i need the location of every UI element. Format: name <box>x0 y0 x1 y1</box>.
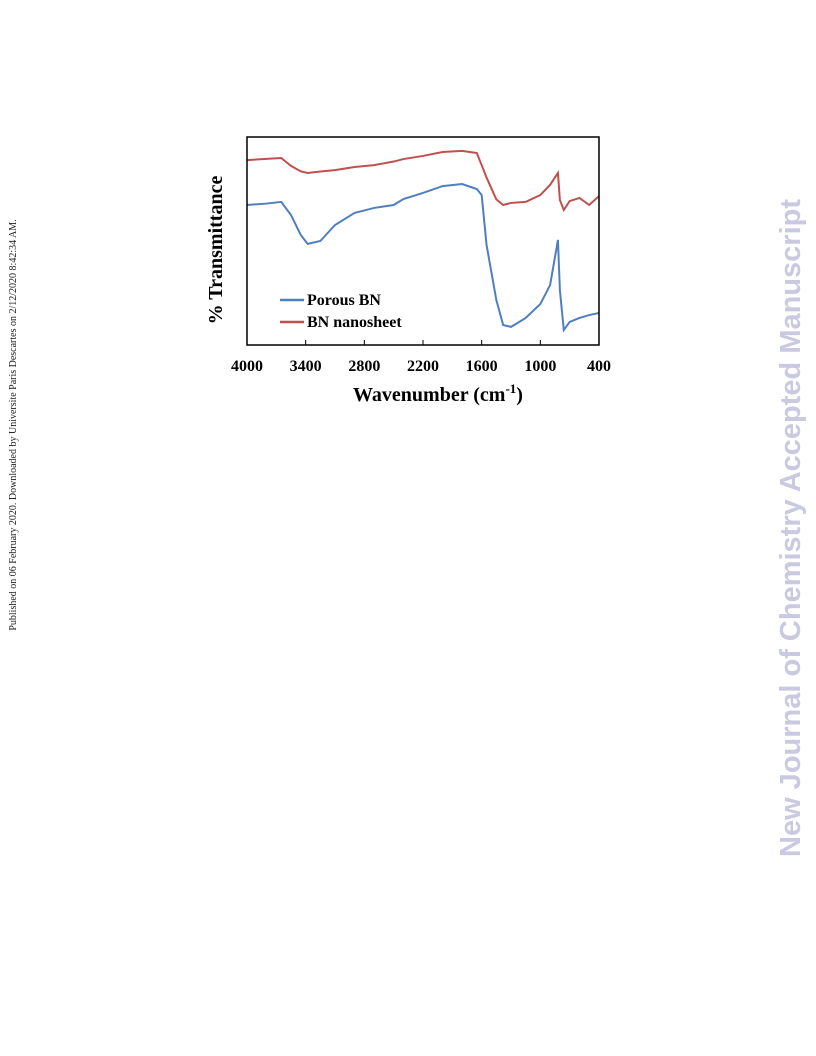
x-label-sup: -1 <box>505 381 516 396</box>
legend-label: BN nanosheet <box>307 314 402 331</box>
x-label-text: Wavenumber (cm <box>353 384 506 406</box>
legend-label: Porous BN <box>307 292 381 309</box>
series-line <box>246 182 600 333</box>
x-axis-label: Wavenumber (cm-1) <box>353 381 523 406</box>
x-tick-label: 2800 <box>348 358 380 375</box>
x-tick-label: 4000 <box>231 358 263 375</box>
plot: 4000 3400 2800 2200 1600 1000 400 Porous BN BN n… <box>231 149 611 375</box>
watermark: New Journal of Chemistry Accepted Manusc… <box>775 199 807 857</box>
x-tick-label: 1000 <box>524 358 556 375</box>
x-tick-label: 400 <box>587 358 611 375</box>
x-tick-label: 1600 <box>466 358 498 375</box>
x-tick-label: 2200 <box>407 358 439 375</box>
side-note: Published on 06 February 2020. Downloade… <box>8 219 19 630</box>
series-line <box>246 149 600 213</box>
x-label-end: ) <box>516 384 523 406</box>
x-tick-label: 3400 <box>290 358 322 375</box>
plot-frame <box>246 136 600 346</box>
y-axis-label: % Transmittance <box>205 176 227 325</box>
